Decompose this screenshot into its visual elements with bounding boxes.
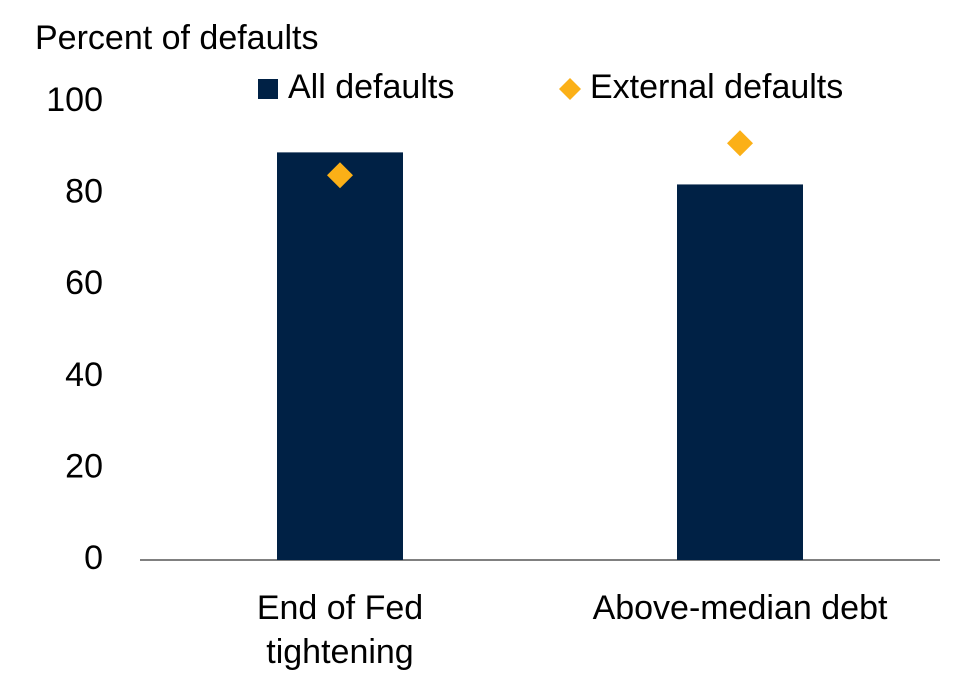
y-tick-label: 100 [46, 81, 103, 119]
bar [677, 184, 803, 560]
legend-label: All defaults [288, 68, 454, 106]
y-axis-title: Percent of defaults [35, 19, 319, 57]
y-tick-label: 40 [65, 356, 103, 394]
legend-label: External defaults [590, 68, 843, 106]
x-tick-label: Above-median debt [592, 589, 888, 627]
x-tick-label: End of Fed tightening [256, 589, 424, 671]
y-tick-label: 80 [65, 173, 103, 211]
y-tick-label: 20 [65, 447, 103, 485]
y-tick-label: 0 [84, 539, 103, 577]
legend-swatch [258, 79, 278, 99]
legend-swatch [559, 78, 581, 100]
marker [327, 162, 353, 189]
y-tick-label: 60 [65, 264, 103, 302]
marker [727, 130, 753, 157]
bar [277, 152, 403, 560]
